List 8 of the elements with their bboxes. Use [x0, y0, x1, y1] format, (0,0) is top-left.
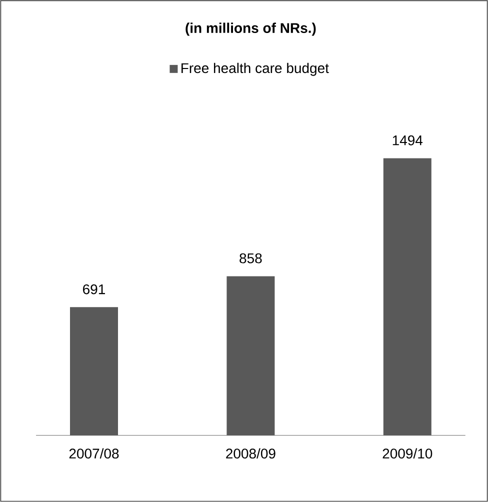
data-label: 691 [83, 284, 105, 294]
x-tick-label: 2009/10 [382, 448, 432, 459]
legend-label: Free health care budget [182, 62, 329, 76]
x-tick-label: 2007/08 [69, 448, 119, 459]
data-label: 858 [240, 253, 262, 264]
chart-title: (in millions of NRs.) [186, 22, 316, 36]
x-tick-label: 2008/09 [226, 448, 276, 459]
data-label: 1494 [392, 135, 423, 146]
